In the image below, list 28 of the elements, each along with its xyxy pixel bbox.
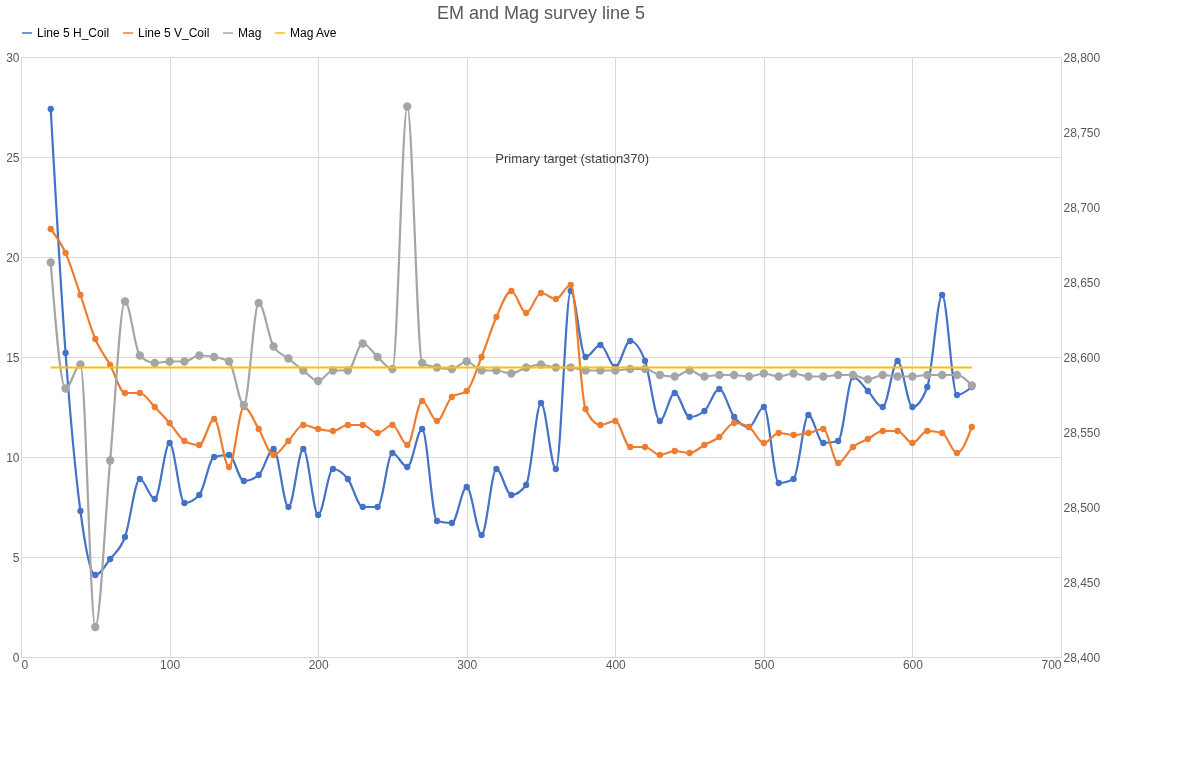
y2-tick-label: 28,600 [1063, 350, 1101, 365]
y2-tick-label: 28,400 [1063, 650, 1101, 665]
x-tick-label: 400 [605, 657, 627, 672]
y-tick-label: 20 [6, 250, 20, 265]
chart-title: EM and Mag survey line 5 [436, 3, 646, 23]
y-tick-label: 5 [12, 550, 20, 565]
legend-label: Mag [238, 26, 262, 40]
y2-tick-label: 28,700 [1063, 200, 1101, 215]
x-tick-label: 100 [160, 657, 181, 672]
y2-tick-label: 28,750 [1063, 125, 1101, 140]
x-tick-label: 600 [902, 657, 924, 672]
y-tick-label: 25 [6, 150, 20, 165]
legend-label: Line 5 H_Coil [37, 26, 110, 40]
legend-label: Line 5 V_Coil [138, 26, 210, 40]
x-tick-label: 300 [457, 657, 478, 672]
y2-tick-label: 28,450 [1063, 575, 1101, 590]
x-tick-label: 500 [754, 657, 775, 672]
y2-tick-label: 28,500 [1063, 500, 1101, 515]
x-tick-label: 700 [1041, 657, 1062, 672]
annotation: Primary target (station370) [495, 151, 650, 166]
y2-tick-label: 28,800 [1063, 50, 1101, 65]
y-tick-label: 15 [6, 350, 20, 365]
y2-tick-label: 28,550 [1063, 425, 1101, 440]
x-tick-label: 200 [308, 657, 329, 672]
y2-tick-label: 28,650 [1063, 275, 1101, 290]
y-tick-label: 10 [6, 450, 20, 465]
y-tick-label: 30 [6, 50, 20, 65]
legend-label: Mag Ave [290, 26, 337, 40]
